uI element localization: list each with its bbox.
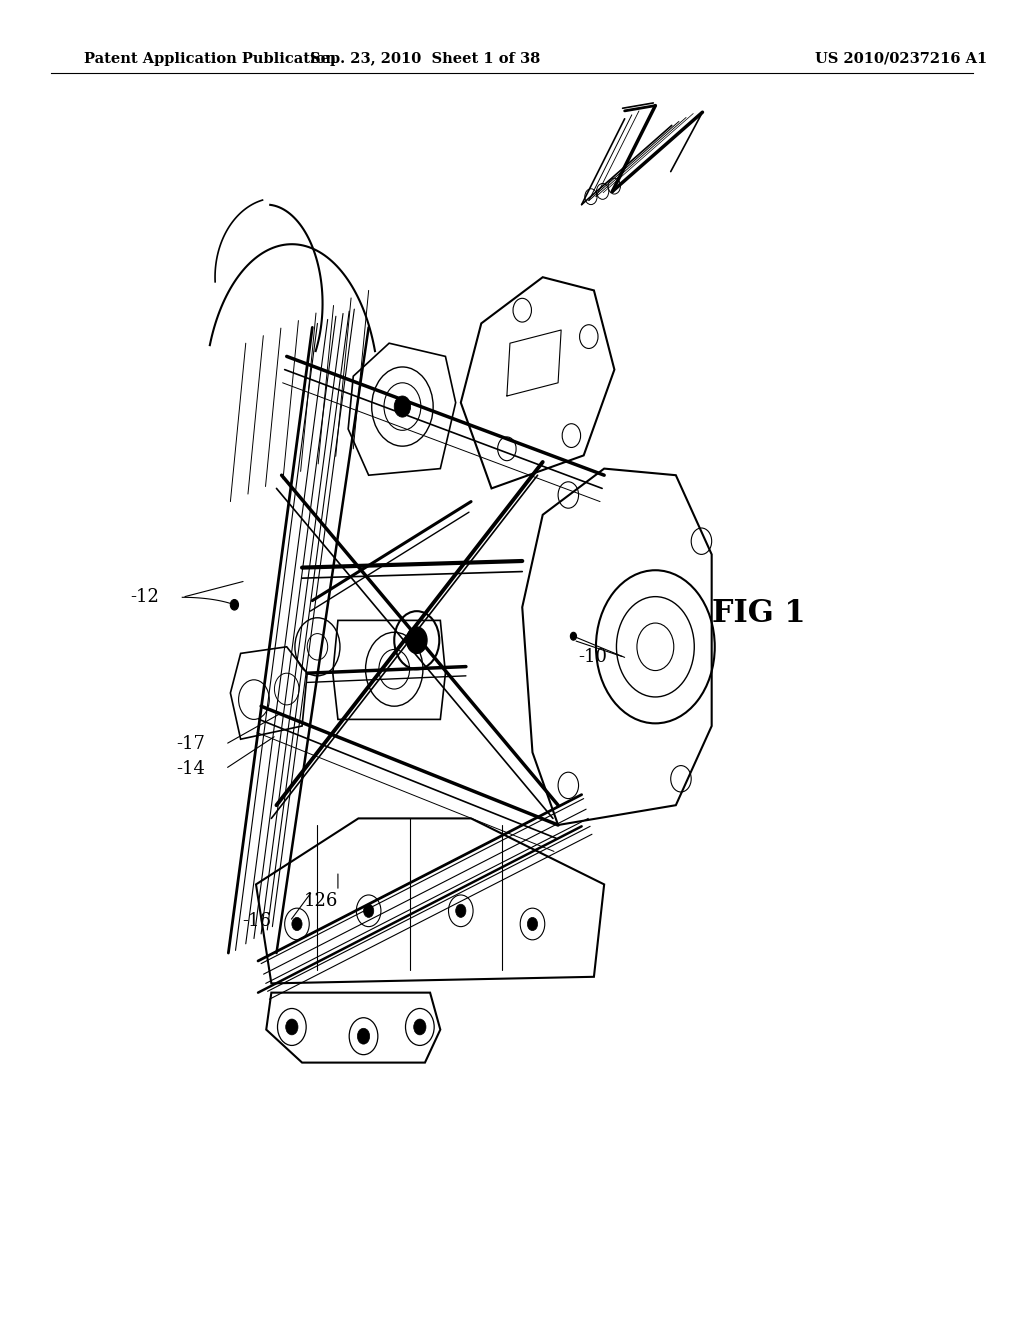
Text: US 2010/0237216 A1: US 2010/0237216 A1 (815, 51, 987, 66)
Text: -12: -12 (130, 589, 159, 606)
Circle shape (414, 1019, 426, 1035)
Circle shape (286, 1019, 298, 1035)
Text: Patent Application Publication: Patent Application Publication (84, 51, 336, 66)
Text: 126: 126 (303, 892, 338, 909)
Circle shape (230, 599, 239, 610)
Circle shape (527, 917, 538, 931)
Circle shape (456, 904, 466, 917)
Text: FIG 1: FIG 1 (712, 598, 805, 630)
Circle shape (357, 1028, 370, 1044)
Circle shape (292, 917, 302, 931)
Circle shape (407, 627, 427, 653)
Text: Sep. 23, 2010  Sheet 1 of 38: Sep. 23, 2010 Sheet 1 of 38 (310, 51, 540, 66)
Text: -10: -10 (579, 648, 607, 667)
Circle shape (570, 632, 577, 640)
Circle shape (364, 904, 374, 917)
Circle shape (394, 396, 411, 417)
Text: -17: -17 (176, 735, 205, 754)
Text: -14: -14 (176, 760, 205, 777)
Text: -16: -16 (243, 912, 271, 931)
